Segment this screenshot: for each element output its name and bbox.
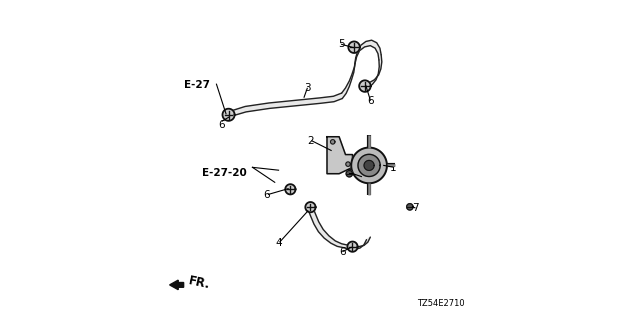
Polygon shape [364,55,382,88]
Polygon shape [305,202,316,212]
Text: 5: 5 [339,39,345,49]
Polygon shape [330,140,335,144]
Text: E-27-20: E-27-20 [202,168,246,178]
Polygon shape [342,58,356,99]
Polygon shape [406,204,413,210]
Text: 3: 3 [304,83,310,93]
Polygon shape [170,280,184,290]
Polygon shape [343,237,371,250]
Polygon shape [355,40,381,63]
Text: 7: 7 [345,169,351,179]
Text: 6: 6 [340,247,346,257]
Polygon shape [327,137,353,174]
Polygon shape [346,162,350,166]
Polygon shape [227,93,342,117]
Text: 6: 6 [263,190,270,200]
Polygon shape [346,171,353,177]
Polygon shape [308,206,348,248]
Text: TZ54E2710: TZ54E2710 [417,299,465,308]
Polygon shape [348,42,360,53]
Polygon shape [364,160,374,171]
Text: E-27: E-27 [184,80,210,90]
Text: 6: 6 [367,96,374,106]
Text: FR.: FR. [187,274,211,291]
Polygon shape [358,154,380,176]
Text: 1: 1 [390,163,397,173]
Text: 2: 2 [307,136,314,146]
Polygon shape [285,184,296,195]
Text: 6: 6 [218,120,225,130]
Text: 7: 7 [412,204,419,213]
Polygon shape [351,148,387,183]
Polygon shape [348,242,358,252]
Polygon shape [359,80,371,92]
Text: 4: 4 [275,238,282,248]
Polygon shape [223,109,235,121]
